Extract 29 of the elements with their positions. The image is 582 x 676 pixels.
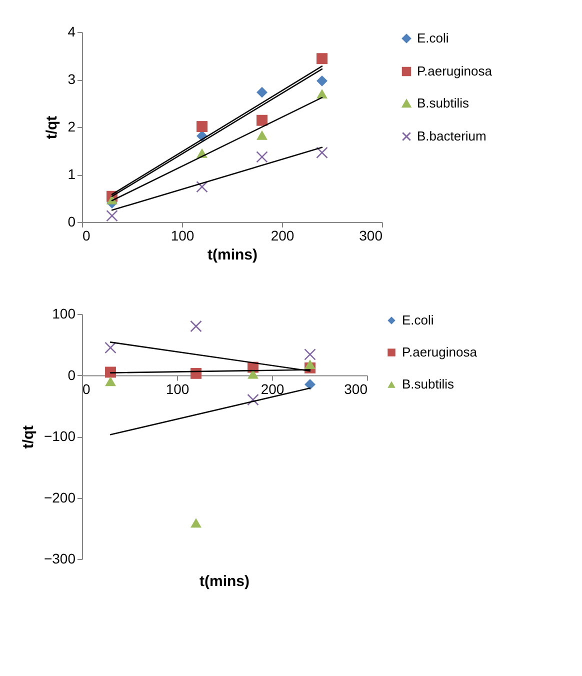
x-axis-title: t(mins) [208, 246, 258, 264]
x-tick-label: 200 [260, 380, 284, 397]
y-axis-title: t/qt [44, 116, 61, 140]
y-tick-label: 3 [68, 71, 76, 87]
legend-label: P.aeruginosa [417, 64, 493, 78]
x-tick-label: 100 [170, 228, 194, 244]
y-tick-label: 1 [68, 166, 76, 182]
legend-label: B.bacterium [417, 128, 486, 144]
x-tick-label: 0 [82, 228, 90, 244]
legend-label: B.subtilis [417, 96, 470, 110]
legend-label: P.aeruginosa [402, 344, 478, 360]
y-tick-label: 0 [68, 366, 76, 383]
y-tick-label: −200 [44, 489, 76, 506]
y-tick-label: −300 [44, 550, 76, 566]
y-tick-label: 100 [52, 306, 76, 322]
legend-label: B.subtilis [402, 376, 455, 392]
x-tick-label: 100 [166, 380, 190, 397]
x-tick-label: 300 [344, 380, 368, 397]
legend-label: E.coli [402, 312, 434, 328]
x-tick-label: 300 [359, 228, 383, 244]
y-tick-label: 4 [68, 24, 76, 40]
y-axis-title: t/qt [20, 425, 37, 449]
legend-label: E.coli [417, 30, 449, 46]
x-tick-label: 0 [82, 380, 90, 397]
y-tick-label: −100 [44, 428, 76, 444]
y-tick-label: 2 [68, 118, 76, 134]
x-tick-label: 200 [270, 228, 294, 244]
y-tick-label: 0 [68, 214, 76, 230]
x-axis-title: t(mins) [200, 573, 250, 590]
